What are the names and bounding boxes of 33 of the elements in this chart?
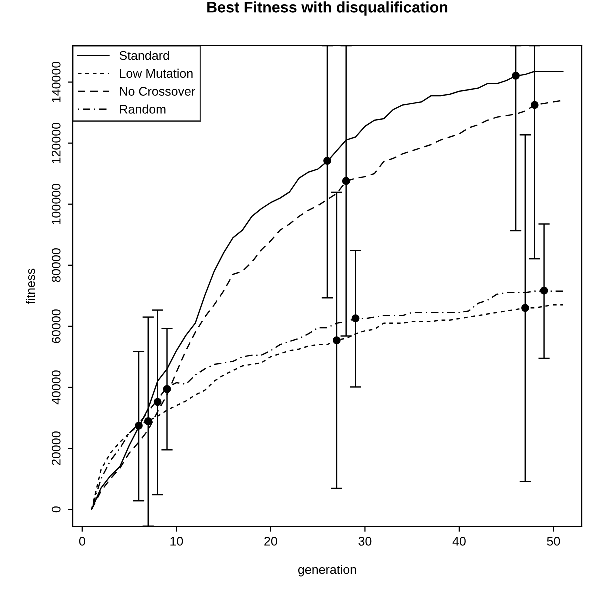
x-tick-label: 10: [170, 537, 184, 546]
x-tick-label: 50: [547, 537, 560, 546]
point: [512, 72, 520, 80]
point: [521, 304, 530, 312]
point: [540, 286, 548, 295]
y-tick-label: 140000: [52, 62, 61, 102]
point: [332, 336, 341, 344]
y-tick-label: 60000: [52, 310, 61, 344]
point: [352, 314, 360, 322]
y-tick-label: 100000: [52, 184, 61, 224]
y-tick-label: 0: [52, 506, 61, 513]
y-axis-title: fitness: [26, 268, 36, 304]
y-tick-label: 40000: [52, 370, 61, 405]
x-tick-label: 40: [452, 537, 466, 546]
point: [342, 177, 350, 186]
chart-title: Best Fitness with disqualification: [208, 2, 448, 16]
x-tick-label: 20: [264, 537, 278, 546]
legend-label: Low Mutation: [120, 68, 193, 78]
y-tick-label: 80000: [52, 248, 61, 282]
point: [154, 398, 162, 406]
point: [324, 157, 332, 166]
x-tick-label: 30: [358, 537, 372, 546]
x-axis-title: generation: [298, 565, 356, 577]
y-tick-label: 20000: [52, 432, 61, 466]
point: [530, 101, 539, 110]
point: [135, 422, 143, 430]
point: [163, 385, 172, 394]
y-tick-label: 120000: [52, 122, 61, 164]
point: [144, 417, 152, 426]
legend-label: Standard: [120, 51, 170, 60]
legend-label: Random: [120, 104, 166, 114]
legend-label: No Crossover: [120, 87, 196, 96]
x-tick-label: 0: [79, 537, 86, 546]
